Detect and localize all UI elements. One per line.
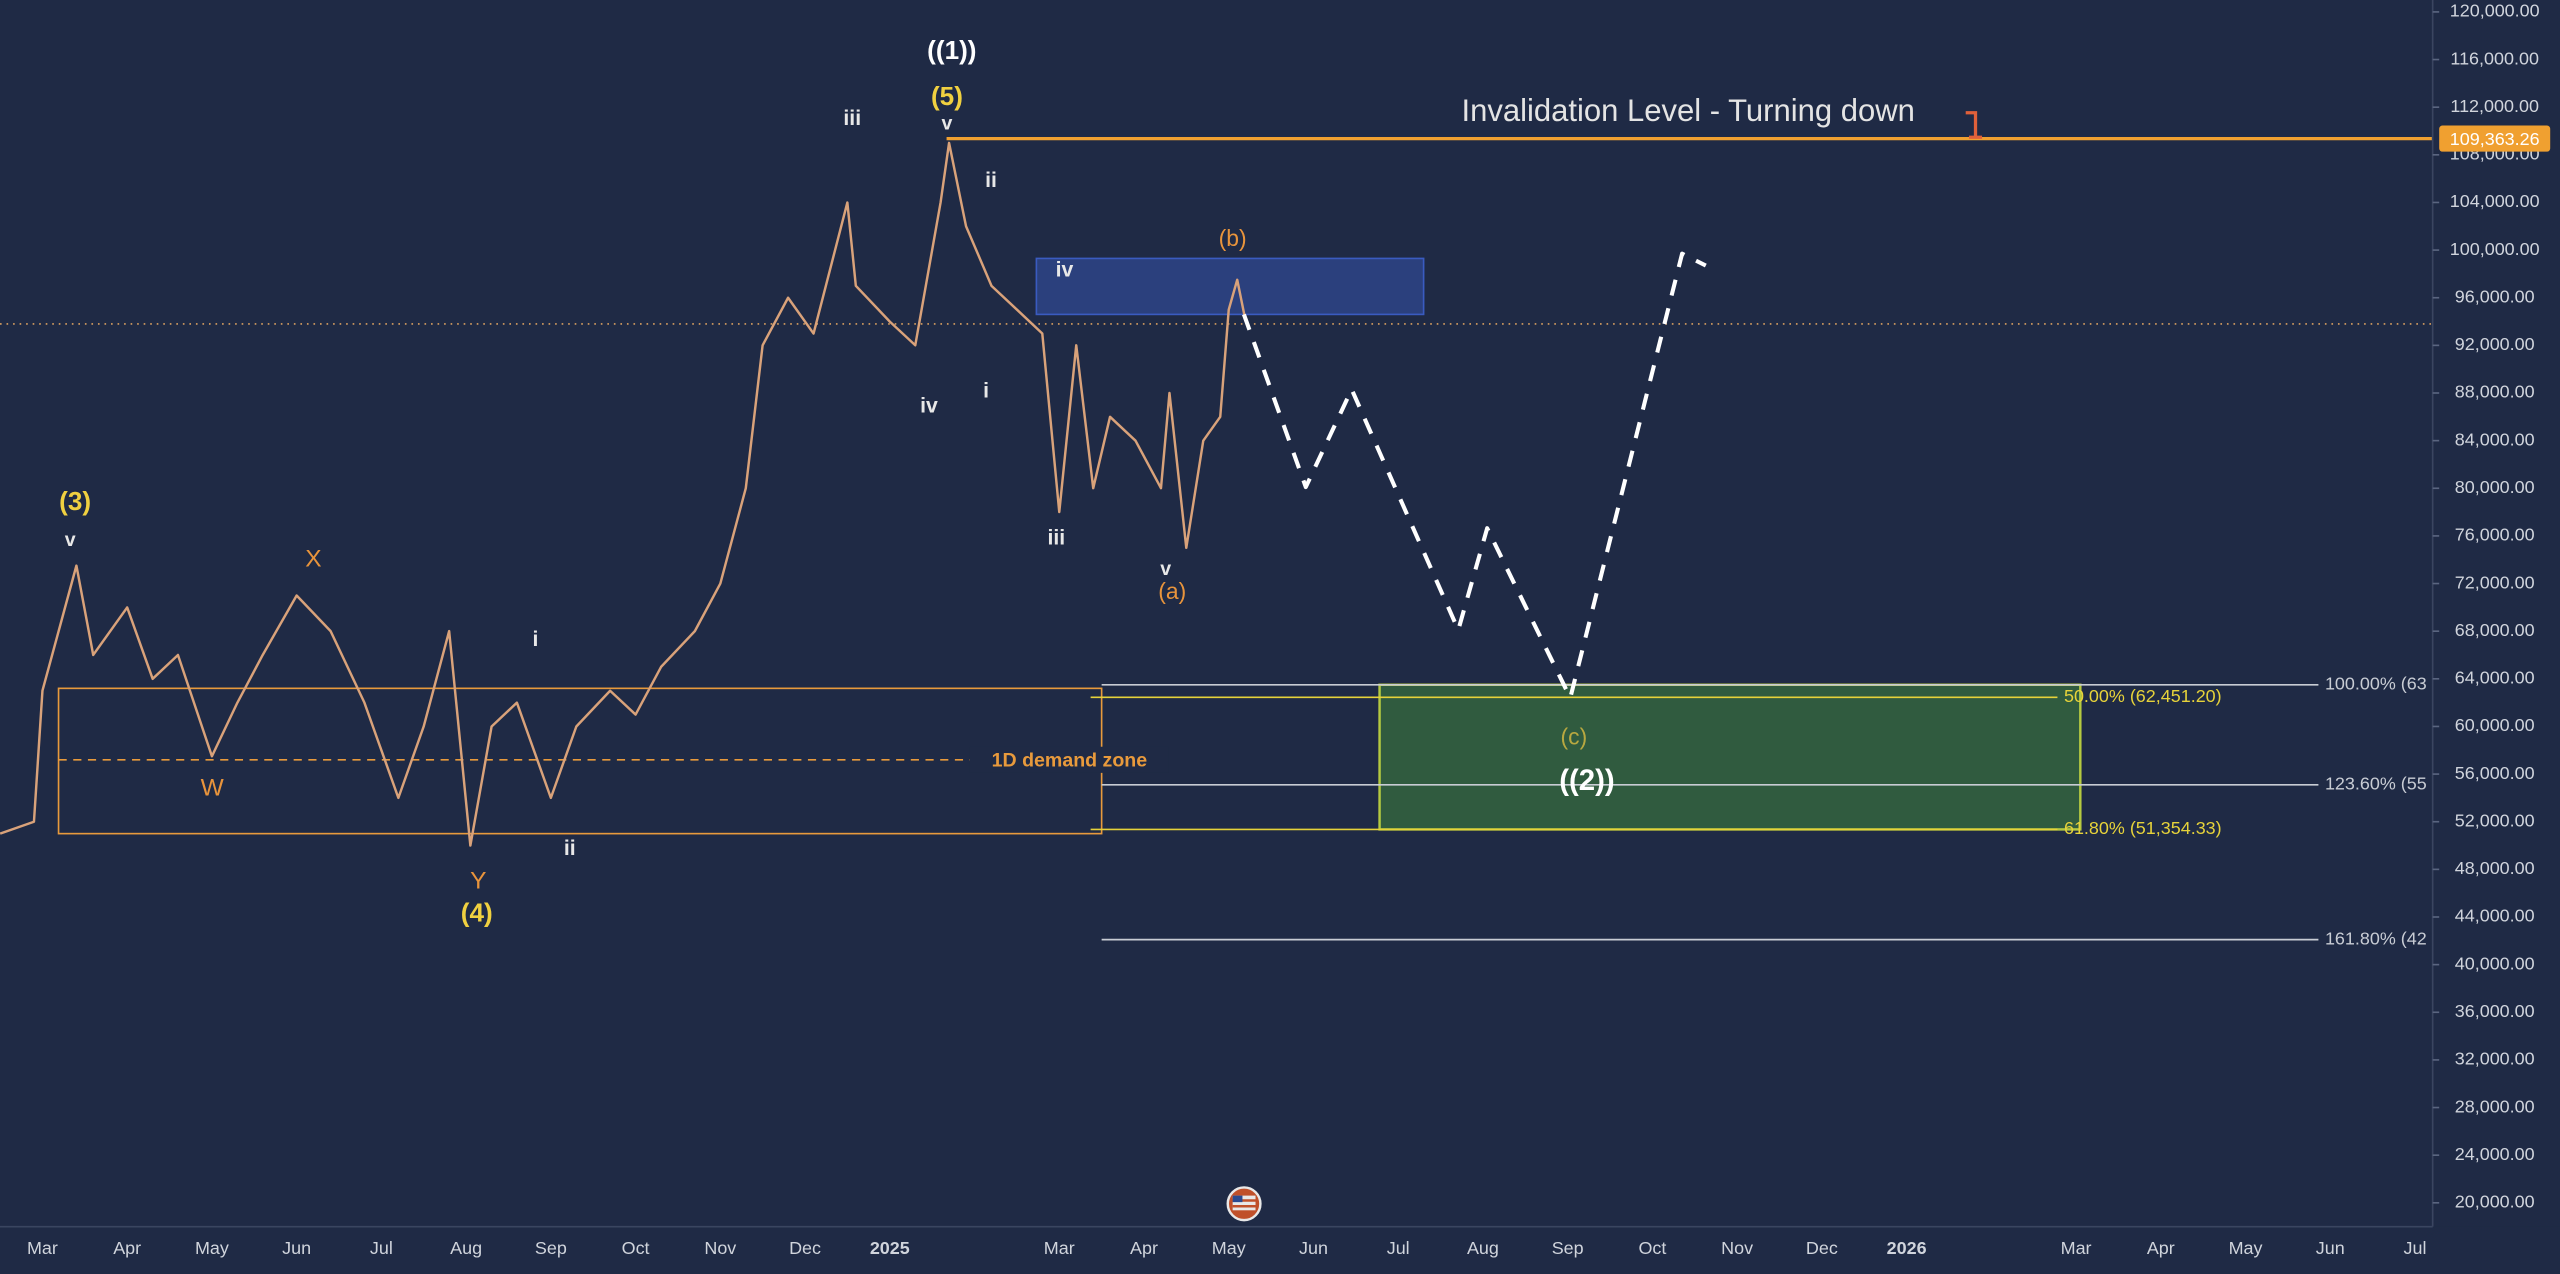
y-tick-label: 104,000.00 <box>2450 191 2540 211</box>
x-tick-label: Dec <box>789 1238 821 1258</box>
wave-label: i <box>533 628 539 651</box>
y-tick-label: 36,000.00 <box>2455 1001 2535 1021</box>
x-tick-label: Aug <box>450 1238 482 1258</box>
y-tick-label: 96,000.00 <box>2455 286 2535 306</box>
wave-label: (3) <box>59 486 91 516</box>
x-tick-label: Sep <box>1552 1238 1584 1258</box>
wave-label: (c) <box>1561 723 1588 749</box>
invalidation-marker <box>1965 111 1983 139</box>
y-tick-label: 92,000.00 <box>2455 334 2535 354</box>
y-tick-label: 72,000.00 <box>2455 572 2535 592</box>
fib-label: 50.00% (62,451.20) <box>2064 686 2222 706</box>
x-tick-label: Oct <box>622 1238 650 1258</box>
y-tick-label: 100,000.00 <box>2450 239 2540 259</box>
price-badge <box>2439 125 2551 152</box>
x-tick-label: Oct <box>1638 1238 1666 1258</box>
y-tick-label: 64,000.00 <box>2455 668 2535 688</box>
x-tick-label: Jun <box>282 1238 311 1258</box>
x-tick-label: 2025 <box>870 1238 910 1258</box>
zone <box>1378 683 2082 831</box>
wave-label: X <box>305 546 321 573</box>
x-tick-label: Mar <box>27 1238 58 1258</box>
x-tick-label: Apr <box>1130 1238 1158 1258</box>
invalidation-label: Invalidation Level - Turning down <box>1461 93 1914 128</box>
wave-label: ((2)) <box>1559 764 1614 797</box>
x-tick-label: Apr <box>2147 1238 2175 1258</box>
wave-label: v <box>65 529 76 551</box>
x-tick-label: Jul <box>1387 1238 1410 1258</box>
wave-label: ((1)) <box>927 35 976 65</box>
y-tick-label: 88,000.00 <box>2455 382 2535 402</box>
price-line <box>0 141 1247 847</box>
x-tick-label: May <box>1212 1238 1246 1258</box>
plot-area: 1D demand zone 100.00% (63 50.00% (62,451.… <box>0 35 2433 948</box>
x-tick-label: Apr <box>113 1238 141 1258</box>
x-tick-label: Jul <box>370 1238 393 1258</box>
fib-label: 61.80% (51,354.33) <box>2064 818 2222 838</box>
x-tick-label: Mar <box>1044 1238 1075 1258</box>
time-axis-bg <box>0 1226 2560 1274</box>
x-tick-label: Nov <box>1721 1238 1753 1258</box>
x-tick-label: Aug <box>1467 1238 1499 1258</box>
wave-label: v <box>941 112 952 134</box>
fib-label: 100.00% (63 <box>2325 674 2427 694</box>
wave-label: v <box>1160 558 1171 580</box>
wave-label: ii <box>564 837 576 860</box>
y-tick-label: 80,000.00 <box>2455 477 2535 497</box>
x-tick-label: Mar <box>2061 1238 2092 1258</box>
x-tick-label: May <box>195 1238 229 1258</box>
y-tick-label: 44,000.00 <box>2455 906 2535 926</box>
wave-label: (5) <box>931 81 963 111</box>
y-tick-label: 24,000.00 <box>2455 1144 2535 1164</box>
y-tick-label: 32,000.00 <box>2455 1049 2535 1069</box>
y-tick-label: 84,000.00 <box>2455 429 2535 449</box>
x-tick-label: Nov <box>704 1238 736 1258</box>
x-tick-label: Sep <box>535 1238 567 1258</box>
y-tick-label: 120,000.00 <box>2450 1 2540 21</box>
wave-label: Y <box>470 867 486 894</box>
wave-label: W <box>201 774 225 801</box>
x-tick-label: Jun <box>2316 1238 2345 1258</box>
axes: 20,000.00 24,000.00 28,000.00 32,000.00 36,0… <box>27 1 2551 1258</box>
x-tick-label: Dec <box>1806 1238 1838 1258</box>
wave-label: iii <box>1047 527 1065 550</box>
y-tick-label: 116,000.00 <box>2450 48 2539 68</box>
x-tick-label: Jul <box>2404 1238 2427 1258</box>
y-tick-label: 28,000.00 <box>2455 1096 2535 1116</box>
wave-label: i <box>983 380 989 403</box>
wave-label: ii <box>985 169 997 192</box>
zone-label-bg <box>969 746 1169 773</box>
x-tick-label: Jun <box>1299 1238 1328 1258</box>
wave-label: (b) <box>1219 225 1247 251</box>
price-axis-bg <box>2432 0 2560 1274</box>
x-tick-label: May <box>2229 1238 2263 1258</box>
y-tick-label: 48,000.00 <box>2455 858 2535 878</box>
y-tick-label: 40,000.00 <box>2455 953 2535 973</box>
y-tick-label: 68,000.00 <box>2455 620 2535 640</box>
price-badge-label: 109,363.26 <box>2450 129 2540 149</box>
zone-label: 1D demand zone <box>992 750 1148 772</box>
y-tick-label: 112,000.00 <box>2450 96 2539 116</box>
y-tick-label: 76,000.00 <box>2455 525 2535 545</box>
y-tick-label: 20,000.00 <box>2455 1192 2535 1212</box>
y-tick-label: 56,000.00 <box>2455 763 2535 783</box>
wave-label: iv <box>1056 259 1074 282</box>
fib-label: 123.60% (55 <box>2325 774 2427 794</box>
wave-label: iii <box>843 107 861 130</box>
flag-icon <box>1226 1186 1262 1222</box>
wave-label: (a) <box>1158 578 1186 604</box>
y-tick-label: 60,000.00 <box>2455 715 2535 735</box>
fib-label: 161.80% (42 <box>2325 928 2427 948</box>
x-tick-label: 2026 <box>1887 1238 1927 1258</box>
wave-label: iv <box>920 394 938 417</box>
y-tick-label: 52,000.00 <box>2455 810 2535 830</box>
wave-label: (4) <box>461 898 493 928</box>
